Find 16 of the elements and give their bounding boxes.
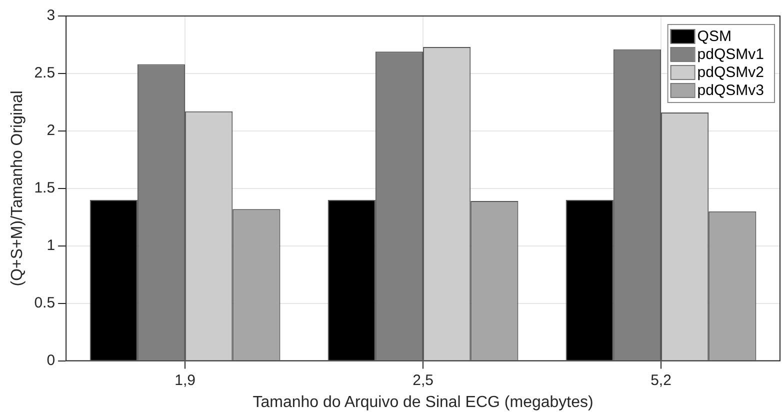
- y-axis-title: (Q+S+M)/Tamanho Original: [9, 90, 26, 286]
- x-tick-label: 1,9: [174, 372, 196, 389]
- legend-label: pdQSMv1: [697, 46, 764, 64]
- x-tick-label: 2,5: [412, 372, 434, 389]
- y-tick-label: 2.5: [34, 64, 56, 82]
- x-axis-title: Tamanho do Arquivo de Sinal ECG (megabytes): [252, 394, 594, 411]
- y-tick-label: 2: [46, 122, 56, 140]
- y-tick-label: 0.5: [34, 294, 56, 312]
- legend-label: pdQSMv3: [697, 82, 764, 100]
- y-tick-label: 1: [46, 237, 56, 254]
- x-tick-label: 5,2: [650, 372, 672, 389]
- y-tick-label: 3: [46, 7, 56, 24]
- y-tick-label: 0: [46, 352, 56, 369]
- legend-label: QSM: [697, 28, 732, 46]
- legend-label: pdQSMv2: [697, 64, 764, 82]
- y-tick-label: 1.5: [34, 180, 56, 197]
